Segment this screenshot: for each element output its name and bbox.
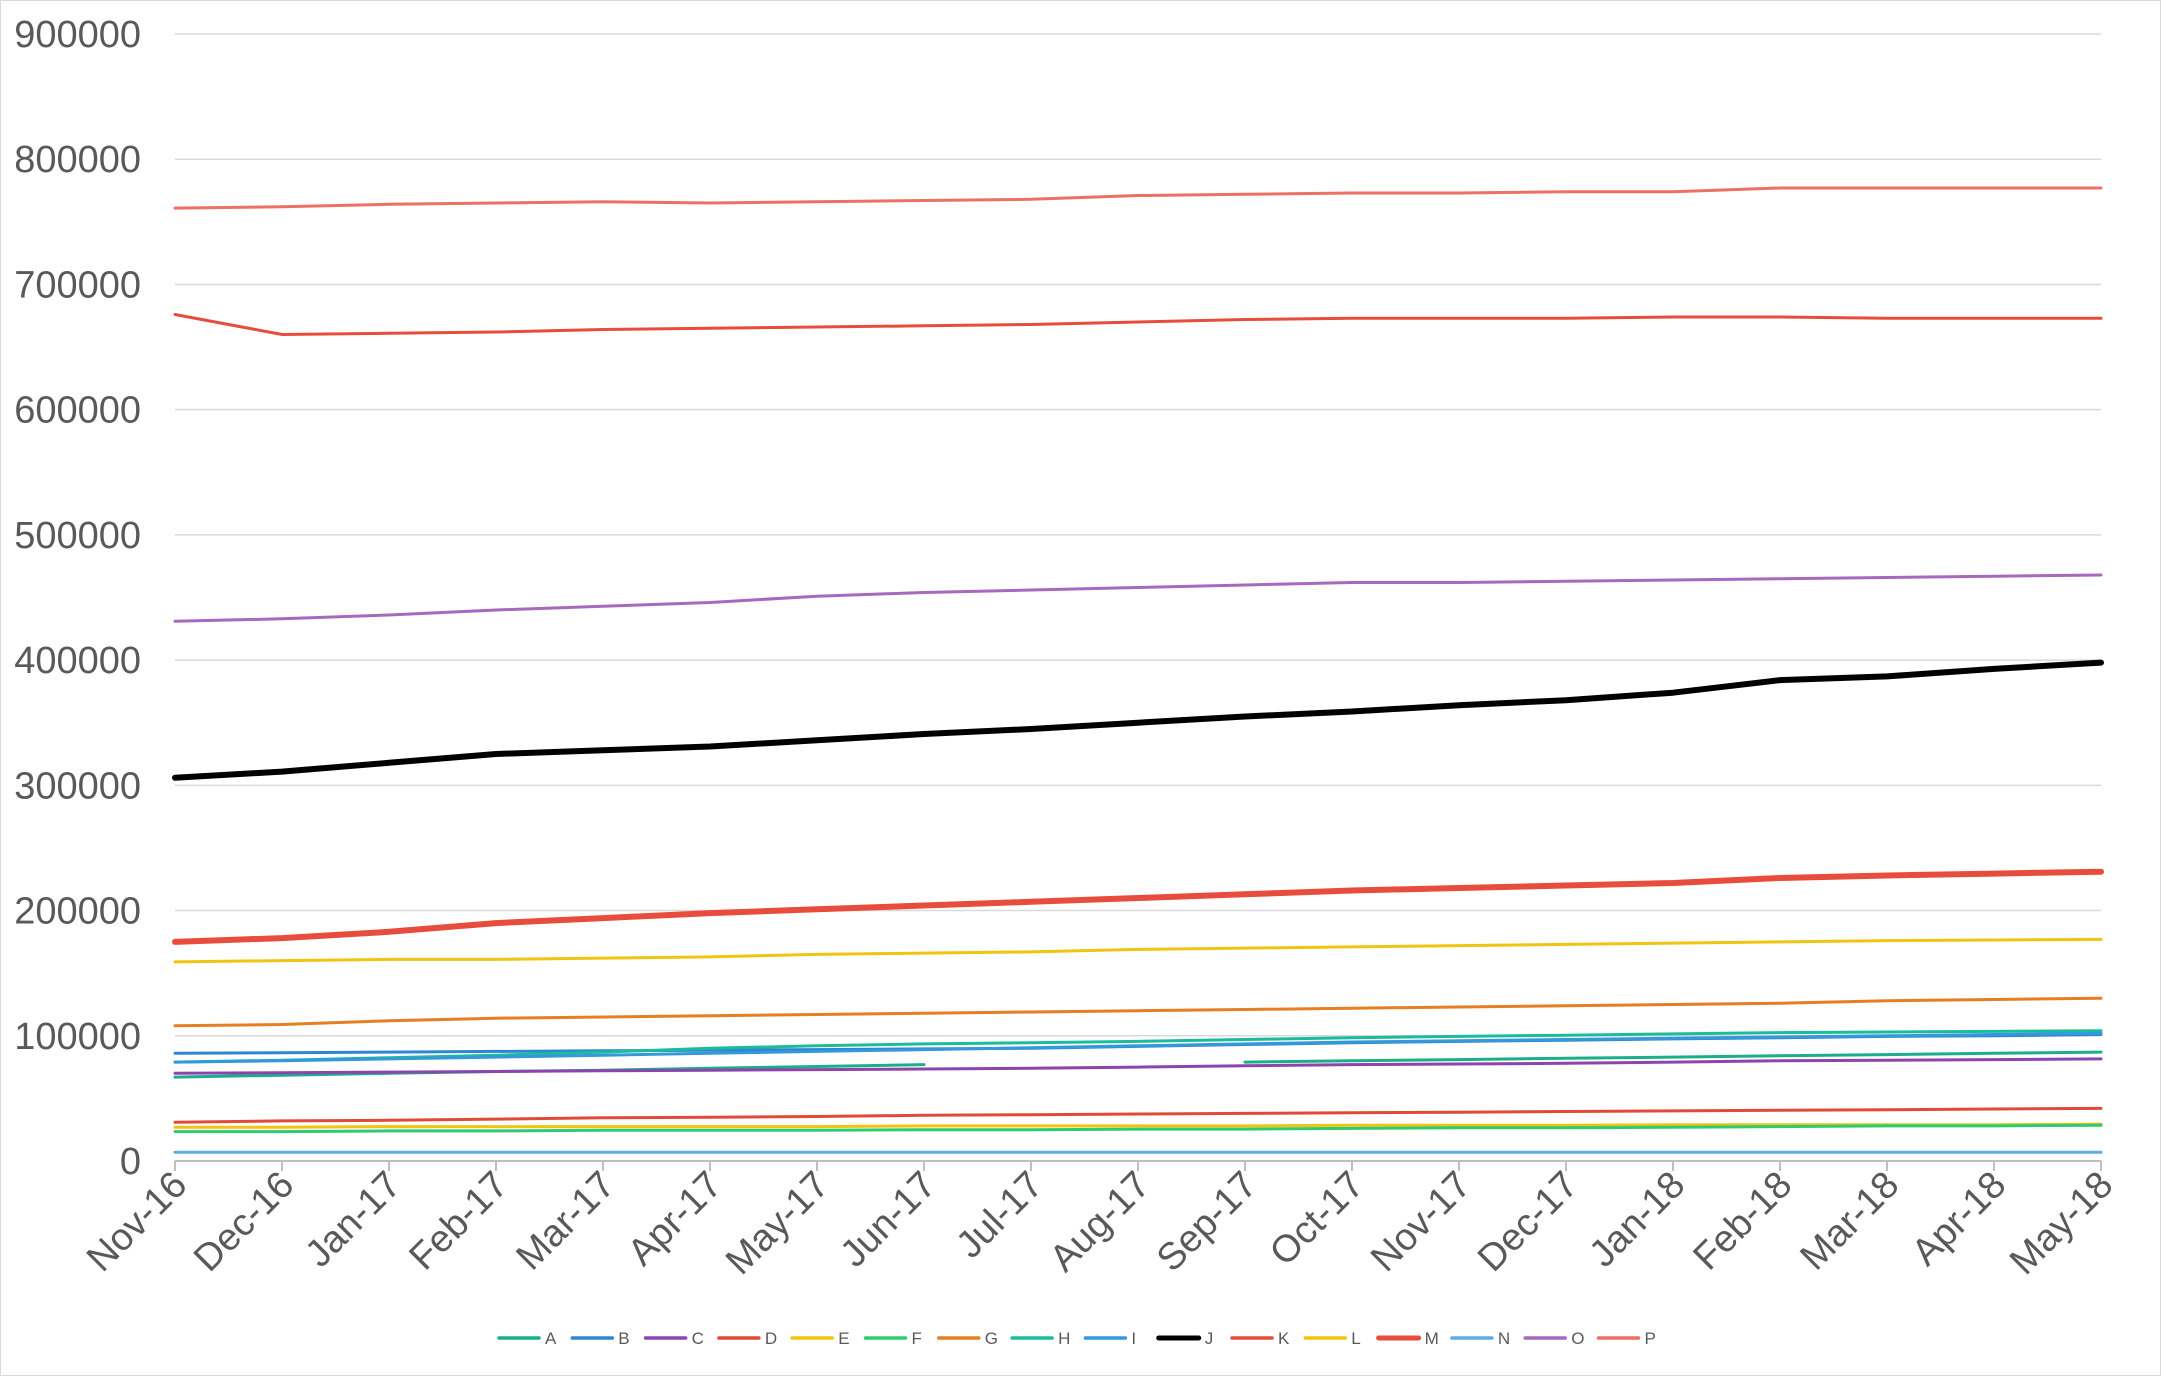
legend-label-a: A <box>545 1329 557 1348</box>
y-tick-label: 300000 <box>14 765 141 807</box>
legend-label-c: C <box>692 1329 704 1348</box>
y-tick-label: 700000 <box>14 264 141 306</box>
x-tick-label: Feb-18 <box>1686 1164 1801 1279</box>
x-tick-label: Jun-17 <box>832 1164 944 1276</box>
x-tick-label: Dec-17 <box>1470 1164 1586 1280</box>
legend-label-j: J <box>1205 1329 1214 1348</box>
x-tick-label: Oct-17 <box>1262 1164 1372 1274</box>
legend-label-f: F <box>912 1329 922 1348</box>
y-tick-label: 400000 <box>14 640 141 682</box>
x-tick-label: Sep-17 <box>1149 1164 1265 1280</box>
series-line-i <box>173 1031 2103 1064</box>
legend-label-p: P <box>1645 1329 1656 1348</box>
y-tick-label: 200000 <box>14 891 141 933</box>
legend-label-k: K <box>1278 1329 1290 1348</box>
legend-label-b: B <box>618 1329 629 1348</box>
y-tick-label: 900000 <box>14 14 141 56</box>
gridlines <box>175 33 2101 1037</box>
x-tick-label: May-17 <box>718 1164 837 1283</box>
legend-label-o: O <box>1571 1329 1584 1348</box>
x-tick-label: Jan-17 <box>297 1164 409 1276</box>
legend-label-d: D <box>765 1329 777 1348</box>
x-tick-label: Aug-17 <box>1042 1164 1158 1280</box>
legend-label-n: N <box>1498 1329 1510 1348</box>
y-tick-label: 500000 <box>14 515 141 557</box>
y-axis-tick-labels: 0 100000 200000 300000 400000 500000 600000 700… <box>14 14 141 1183</box>
legend: A B C D E F G H I J K L M N O P <box>497 1329 1656 1348</box>
y-tick-label: 600000 <box>14 390 141 432</box>
y-tick-label: 800000 <box>14 139 141 181</box>
series-line-g <box>173 996 2103 1028</box>
x-axis <box>174 1160 2102 1171</box>
legend-label-m: M <box>1425 1329 1439 1348</box>
series-line-h <box>173 1029 2103 1064</box>
series-line-j <box>172 659 2104 781</box>
x-tick-label: Dec-16 <box>186 1164 302 1280</box>
series-lines <box>172 186 2104 1154</box>
legend-label-e: E <box>838 1329 849 1348</box>
x-tick-label: Apr-17 <box>620 1164 730 1274</box>
x-tick-label: Mar-18 <box>1793 1164 1908 1279</box>
legend-label-g: G <box>985 1329 998 1348</box>
series-line-m <box>172 868 2104 945</box>
series-line-d <box>173 1106 2103 1124</box>
y-tick-label: 0 <box>120 1141 141 1183</box>
x-axis-tick-labels: Nov-16Dec-16Jan-17Feb-17Mar-17Apr-17May-… <box>79 1164 2121 1283</box>
x-tick-label: Jan-18 <box>1581 1164 1693 1276</box>
x-tick-label: Nov-17 <box>1363 1164 1479 1280</box>
series-line-p <box>173 186 2103 210</box>
x-tick-label: May-18 <box>2002 1164 2121 1283</box>
y-tick-label: 100000 <box>14 1016 141 1058</box>
legend-label-h: H <box>1058 1329 1070 1348</box>
x-tick-label: Apr-18 <box>1904 1164 2014 1274</box>
legend-label-i: I <box>1131 1329 1136 1348</box>
series-line-l <box>173 937 2103 964</box>
x-tick-label: Feb-17 <box>402 1164 517 1279</box>
series-line-k <box>173 313 2103 336</box>
legend-label-l: L <box>1351 1329 1360 1348</box>
series-line-c <box>173 1057 2103 1075</box>
series-line-e <box>173 1122 2103 1129</box>
x-tick-label: Jul-17 <box>948 1164 1051 1267</box>
series-line-f <box>173 1123 2103 1134</box>
series-line-o <box>173 573 2103 623</box>
x-tick-label: Mar-17 <box>509 1164 624 1279</box>
